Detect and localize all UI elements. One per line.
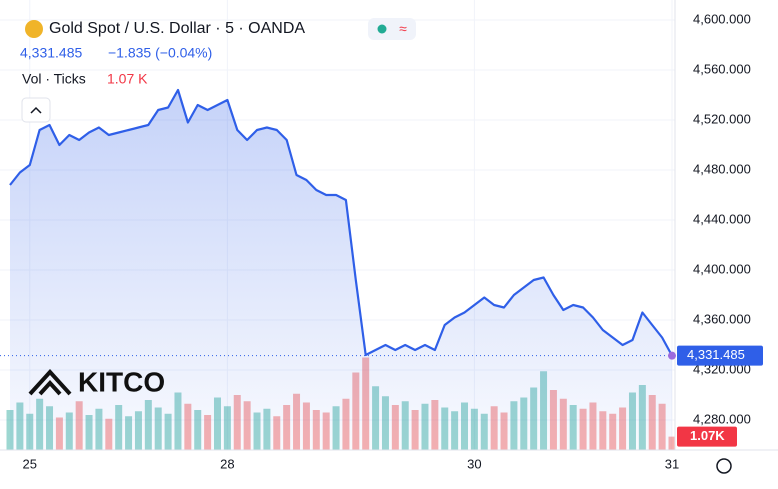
price-tag bbox=[677, 345, 763, 366]
y-tick-label: 4,400.000 bbox=[693, 261, 751, 276]
area bbox=[10, 90, 672, 450]
status-icon: ≈ bbox=[399, 21, 407, 37]
logo-icon bbox=[28, 369, 72, 396]
y-tick-label: 4,440.000 bbox=[693, 211, 751, 226]
price-tag-label: 4,331.485 bbox=[687, 347, 745, 362]
price: 4,331.485 bbox=[20, 45, 82, 61]
change: −1.835 (−0.04%) bbox=[108, 45, 212, 61]
collapse-button[interactable] bbox=[21, 97, 51, 123]
title: Gold Spot / U.S. Dollar · 5 · OANDA bbox=[49, 20, 305, 37]
collapse-icon bbox=[30, 106, 42, 114]
symbol-icon bbox=[25, 20, 43, 38]
y-tick-label: 4,560.000 bbox=[693, 61, 751, 76]
x-tick-label: 30 bbox=[467, 456, 481, 471]
volume-tag-label: 1.07K bbox=[690, 428, 725, 443]
status-dot bbox=[377, 24, 387, 34]
x-tick-label: 31 bbox=[665, 456, 679, 471]
x-tick-label: 25 bbox=[23, 456, 37, 471]
indicator-value: 1.07 K bbox=[107, 71, 148, 87]
indicator-name: Vol · Ticks bbox=[22, 71, 86, 87]
last-point bbox=[668, 351, 676, 360]
line bbox=[9, 88, 673, 357]
x-tick-label: 28 bbox=[220, 456, 234, 471]
y-tick-label: 4,600.000 bbox=[693, 11, 751, 26]
y-tick-label: 4,480.000 bbox=[693, 161, 751, 176]
logo: KITCO bbox=[78, 366, 165, 397]
y-tick-label: 4,280.000 bbox=[693, 411, 751, 426]
volume-tag bbox=[677, 426, 737, 447]
settings-icon[interactable] bbox=[716, 458, 732, 474]
status-badge[interactable] bbox=[368, 18, 416, 40]
y-tick-label: 4,520.000 bbox=[693, 111, 751, 126]
y-tick-label: 4,360.000 bbox=[693, 311, 751, 326]
